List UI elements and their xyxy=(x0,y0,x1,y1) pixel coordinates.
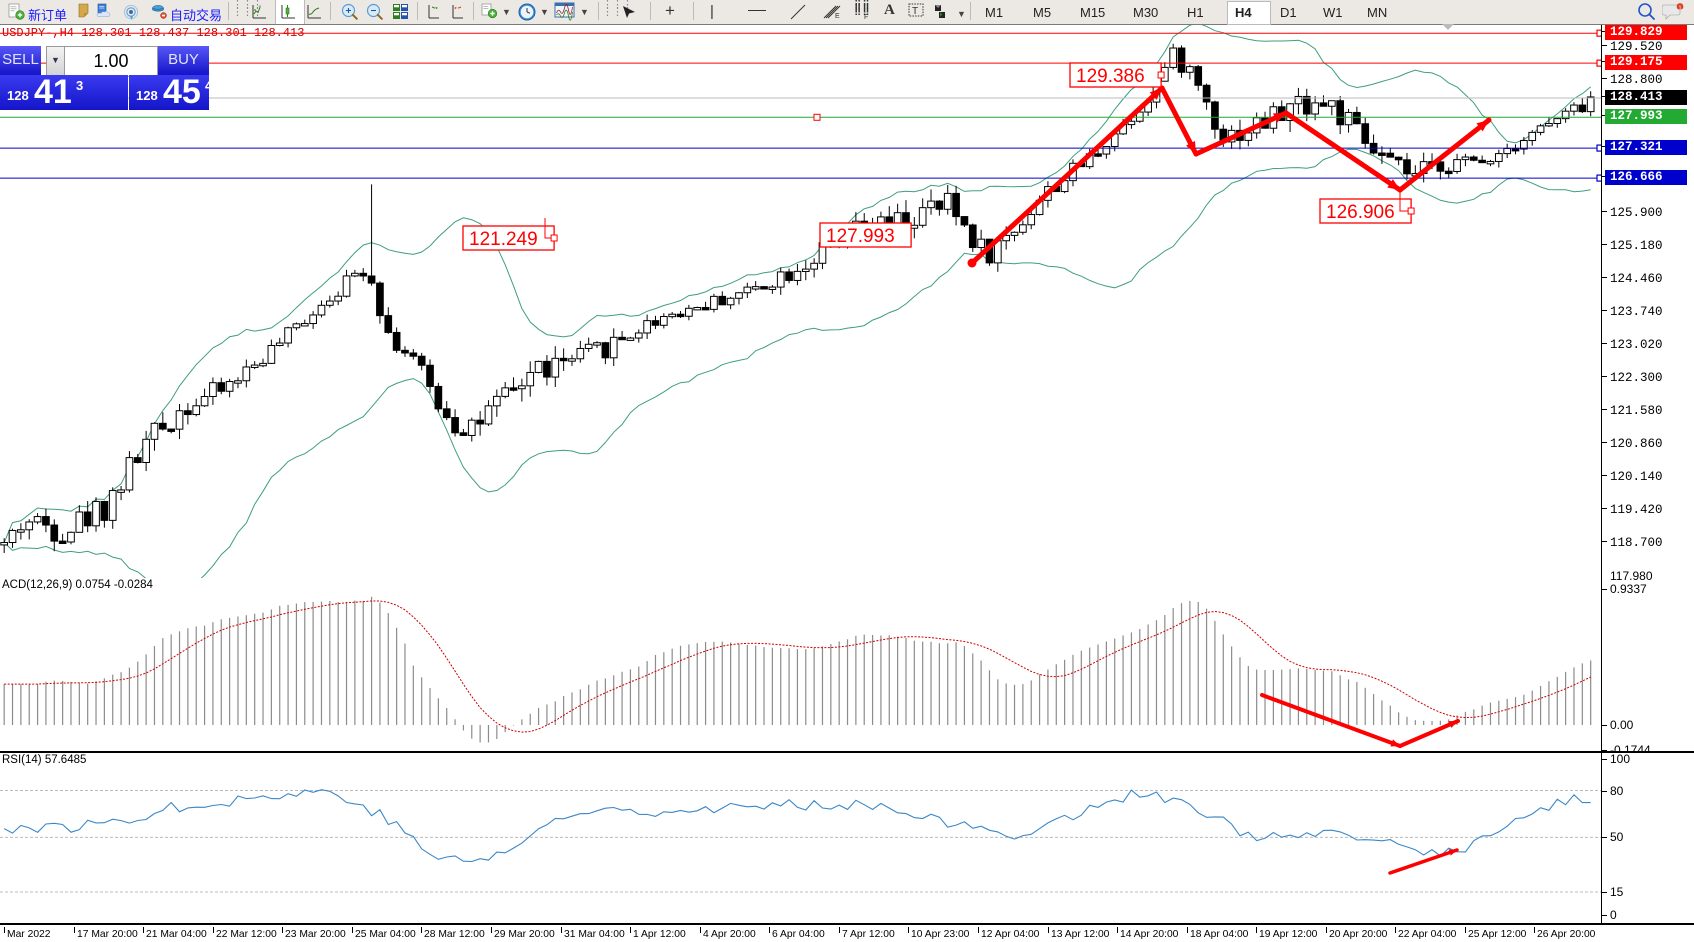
svg-text:129.386: 129.386 xyxy=(1076,66,1145,87)
svg-text:1: 1 xyxy=(1678,5,1681,11)
svg-text:121.249: 121.249 xyxy=(469,229,538,250)
svg-text:E: E xyxy=(835,13,840,20)
svg-text:127.993: 127.993 xyxy=(826,226,895,247)
svg-text:126.906: 126.906 xyxy=(1326,202,1395,223)
svg-text:T: T xyxy=(912,6,918,17)
